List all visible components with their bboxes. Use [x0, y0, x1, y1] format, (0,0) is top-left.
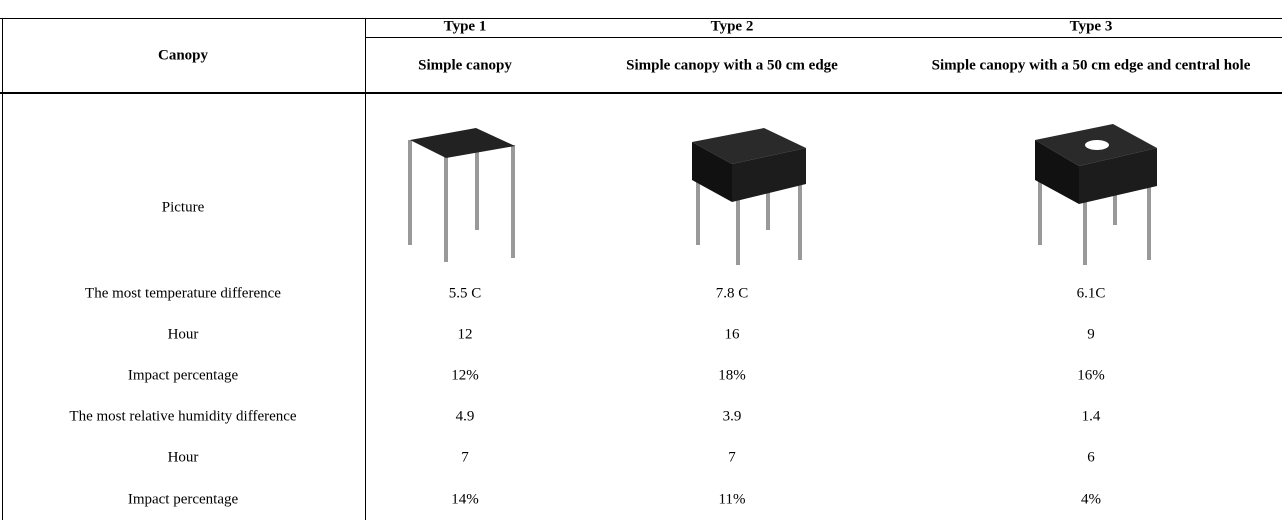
cell: 11% [718, 491, 746, 508]
row-label: Hour [167, 326, 199, 343]
type-header: Type 3 [1069, 18, 1113, 35]
type-header: Type 1 [443, 18, 487, 35]
rule [365, 18, 366, 520]
row-label: The most temperature difference [85, 285, 281, 302]
cell: 7 [728, 449, 736, 466]
row-label: Impact percentage [127, 491, 239, 508]
cell: 14% [451, 491, 479, 508]
row-label: Hour [167, 449, 199, 466]
canopy-type-1 [408, 128, 515, 262]
cell: 6 [1087, 449, 1095, 466]
cell: 7 [461, 449, 469, 466]
rule [2, 18, 3, 520]
cell: 12 [457, 326, 473, 343]
type-header: Type 2 [710, 18, 754, 35]
type-name: Simple canopy [418, 57, 512, 74]
row-header: Canopy [157, 47, 209, 64]
cell: 5.5 C [448, 285, 482, 302]
cell: 4% [1081, 491, 1101, 508]
cell: 18% [718, 367, 746, 384]
cell: 3.9 [722, 408, 742, 425]
rule [0, 18, 1282, 19]
cell: 12% [451, 367, 479, 384]
canopy-type-2 [692, 128, 806, 265]
cell: 16 [724, 326, 740, 343]
cell: 6.1C [1076, 285, 1106, 302]
row-label: The most relative humidity difference [69, 408, 297, 425]
type-name: Simple canopy with a 50 cm edge and cent… [931, 57, 1251, 74]
type-name: Simple canopy with a 50 cm edge [626, 57, 838, 74]
cell: 4.9 [455, 408, 475, 425]
canopy-type-3 [1035, 124, 1157, 265]
row-label: Impact percentage [127, 367, 239, 384]
cell: 16% [1077, 367, 1105, 384]
rule [0, 92, 1282, 94]
rule [365, 37, 1282, 38]
cell: 1.4 [1081, 408, 1101, 425]
row-label: Picture [161, 199, 205, 216]
cell: 9 [1087, 326, 1095, 343]
cell: 7.8 C [715, 285, 749, 302]
